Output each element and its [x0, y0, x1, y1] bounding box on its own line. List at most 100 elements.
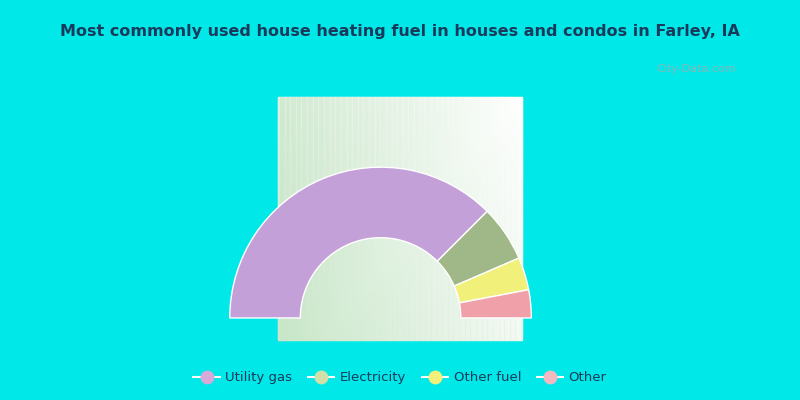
- Bar: [278, 335, 522, 336]
- Bar: [370, 97, 371, 340]
- Bar: [508, 97, 510, 340]
- Bar: [278, 306, 522, 307]
- Bar: [500, 97, 501, 340]
- Bar: [278, 133, 522, 134]
- Bar: [290, 97, 292, 340]
- Bar: [278, 145, 522, 146]
- Bar: [278, 295, 522, 296]
- Bar: [278, 262, 522, 263]
- Bar: [278, 123, 522, 125]
- Bar: [493, 97, 494, 340]
- Bar: [278, 161, 522, 162]
- Bar: [391, 97, 393, 340]
- Bar: [278, 288, 522, 289]
- Bar: [409, 97, 410, 340]
- Bar: [475, 97, 477, 340]
- Bar: [390, 97, 391, 340]
- Bar: [278, 140, 522, 142]
- Bar: [462, 97, 463, 340]
- Bar: [442, 97, 444, 340]
- Bar: [405, 97, 406, 340]
- Bar: [278, 213, 522, 214]
- Bar: [278, 167, 522, 168]
- Bar: [278, 244, 522, 245]
- Bar: [278, 210, 522, 211]
- Bar: [278, 251, 522, 252]
- Bar: [278, 176, 522, 177]
- Bar: [278, 110, 522, 111]
- Bar: [278, 252, 522, 254]
- Bar: [326, 97, 327, 340]
- Bar: [278, 303, 522, 304]
- Bar: [278, 307, 522, 308]
- Bar: [278, 188, 522, 189]
- Bar: [278, 283, 522, 284]
- Bar: [278, 171, 522, 172]
- Bar: [278, 311, 522, 312]
- Bar: [360, 97, 361, 340]
- Bar: [278, 330, 522, 331]
- Bar: [278, 201, 522, 202]
- Bar: [278, 105, 522, 106]
- Bar: [278, 100, 522, 102]
- Bar: [278, 125, 522, 126]
- Bar: [278, 114, 522, 115]
- Bar: [379, 97, 381, 340]
- Bar: [490, 97, 491, 340]
- Bar: [278, 117, 522, 118]
- Bar: [501, 97, 502, 340]
- Bar: [278, 286, 522, 288]
- Bar: [295, 97, 297, 340]
- Bar: [278, 194, 522, 195]
- Bar: [278, 198, 522, 199]
- Bar: [278, 180, 522, 182]
- Bar: [278, 269, 522, 270]
- Bar: [285, 97, 286, 340]
- Bar: [278, 165, 522, 166]
- Bar: [330, 97, 332, 340]
- Bar: [278, 228, 522, 229]
- Bar: [278, 112, 522, 114]
- Bar: [278, 300, 522, 301]
- Bar: [327, 97, 328, 340]
- Bar: [278, 196, 522, 198]
- Bar: [278, 291, 522, 292]
- Bar: [287, 97, 288, 340]
- Bar: [278, 116, 522, 117]
- Bar: [517, 97, 518, 340]
- Bar: [278, 290, 522, 291]
- Bar: [358, 97, 360, 340]
- Bar: [461, 97, 462, 340]
- Bar: [406, 97, 407, 340]
- Bar: [278, 322, 522, 323]
- Bar: [278, 159, 522, 160]
- Bar: [456, 97, 457, 340]
- Bar: [278, 126, 522, 127]
- Bar: [278, 150, 522, 151]
- Bar: [484, 97, 485, 340]
- Bar: [505, 97, 506, 340]
- Bar: [278, 246, 522, 248]
- Bar: [474, 97, 475, 340]
- Bar: [278, 270, 522, 272]
- Bar: [278, 263, 522, 264]
- Bar: [366, 97, 367, 340]
- Bar: [278, 199, 522, 200]
- Bar: [278, 241, 522, 242]
- Bar: [278, 130, 522, 131]
- Bar: [278, 226, 522, 227]
- Bar: [278, 275, 522, 277]
- Bar: [337, 97, 338, 340]
- Bar: [518, 97, 519, 340]
- Bar: [342, 97, 343, 340]
- Bar: [278, 111, 522, 112]
- Bar: [278, 332, 522, 334]
- Bar: [278, 102, 522, 103]
- Bar: [318, 97, 320, 340]
- Bar: [278, 312, 522, 313]
- Bar: [278, 160, 522, 161]
- Bar: [320, 97, 321, 340]
- Bar: [278, 304, 522, 306]
- Bar: [278, 278, 522, 279]
- Bar: [278, 318, 522, 319]
